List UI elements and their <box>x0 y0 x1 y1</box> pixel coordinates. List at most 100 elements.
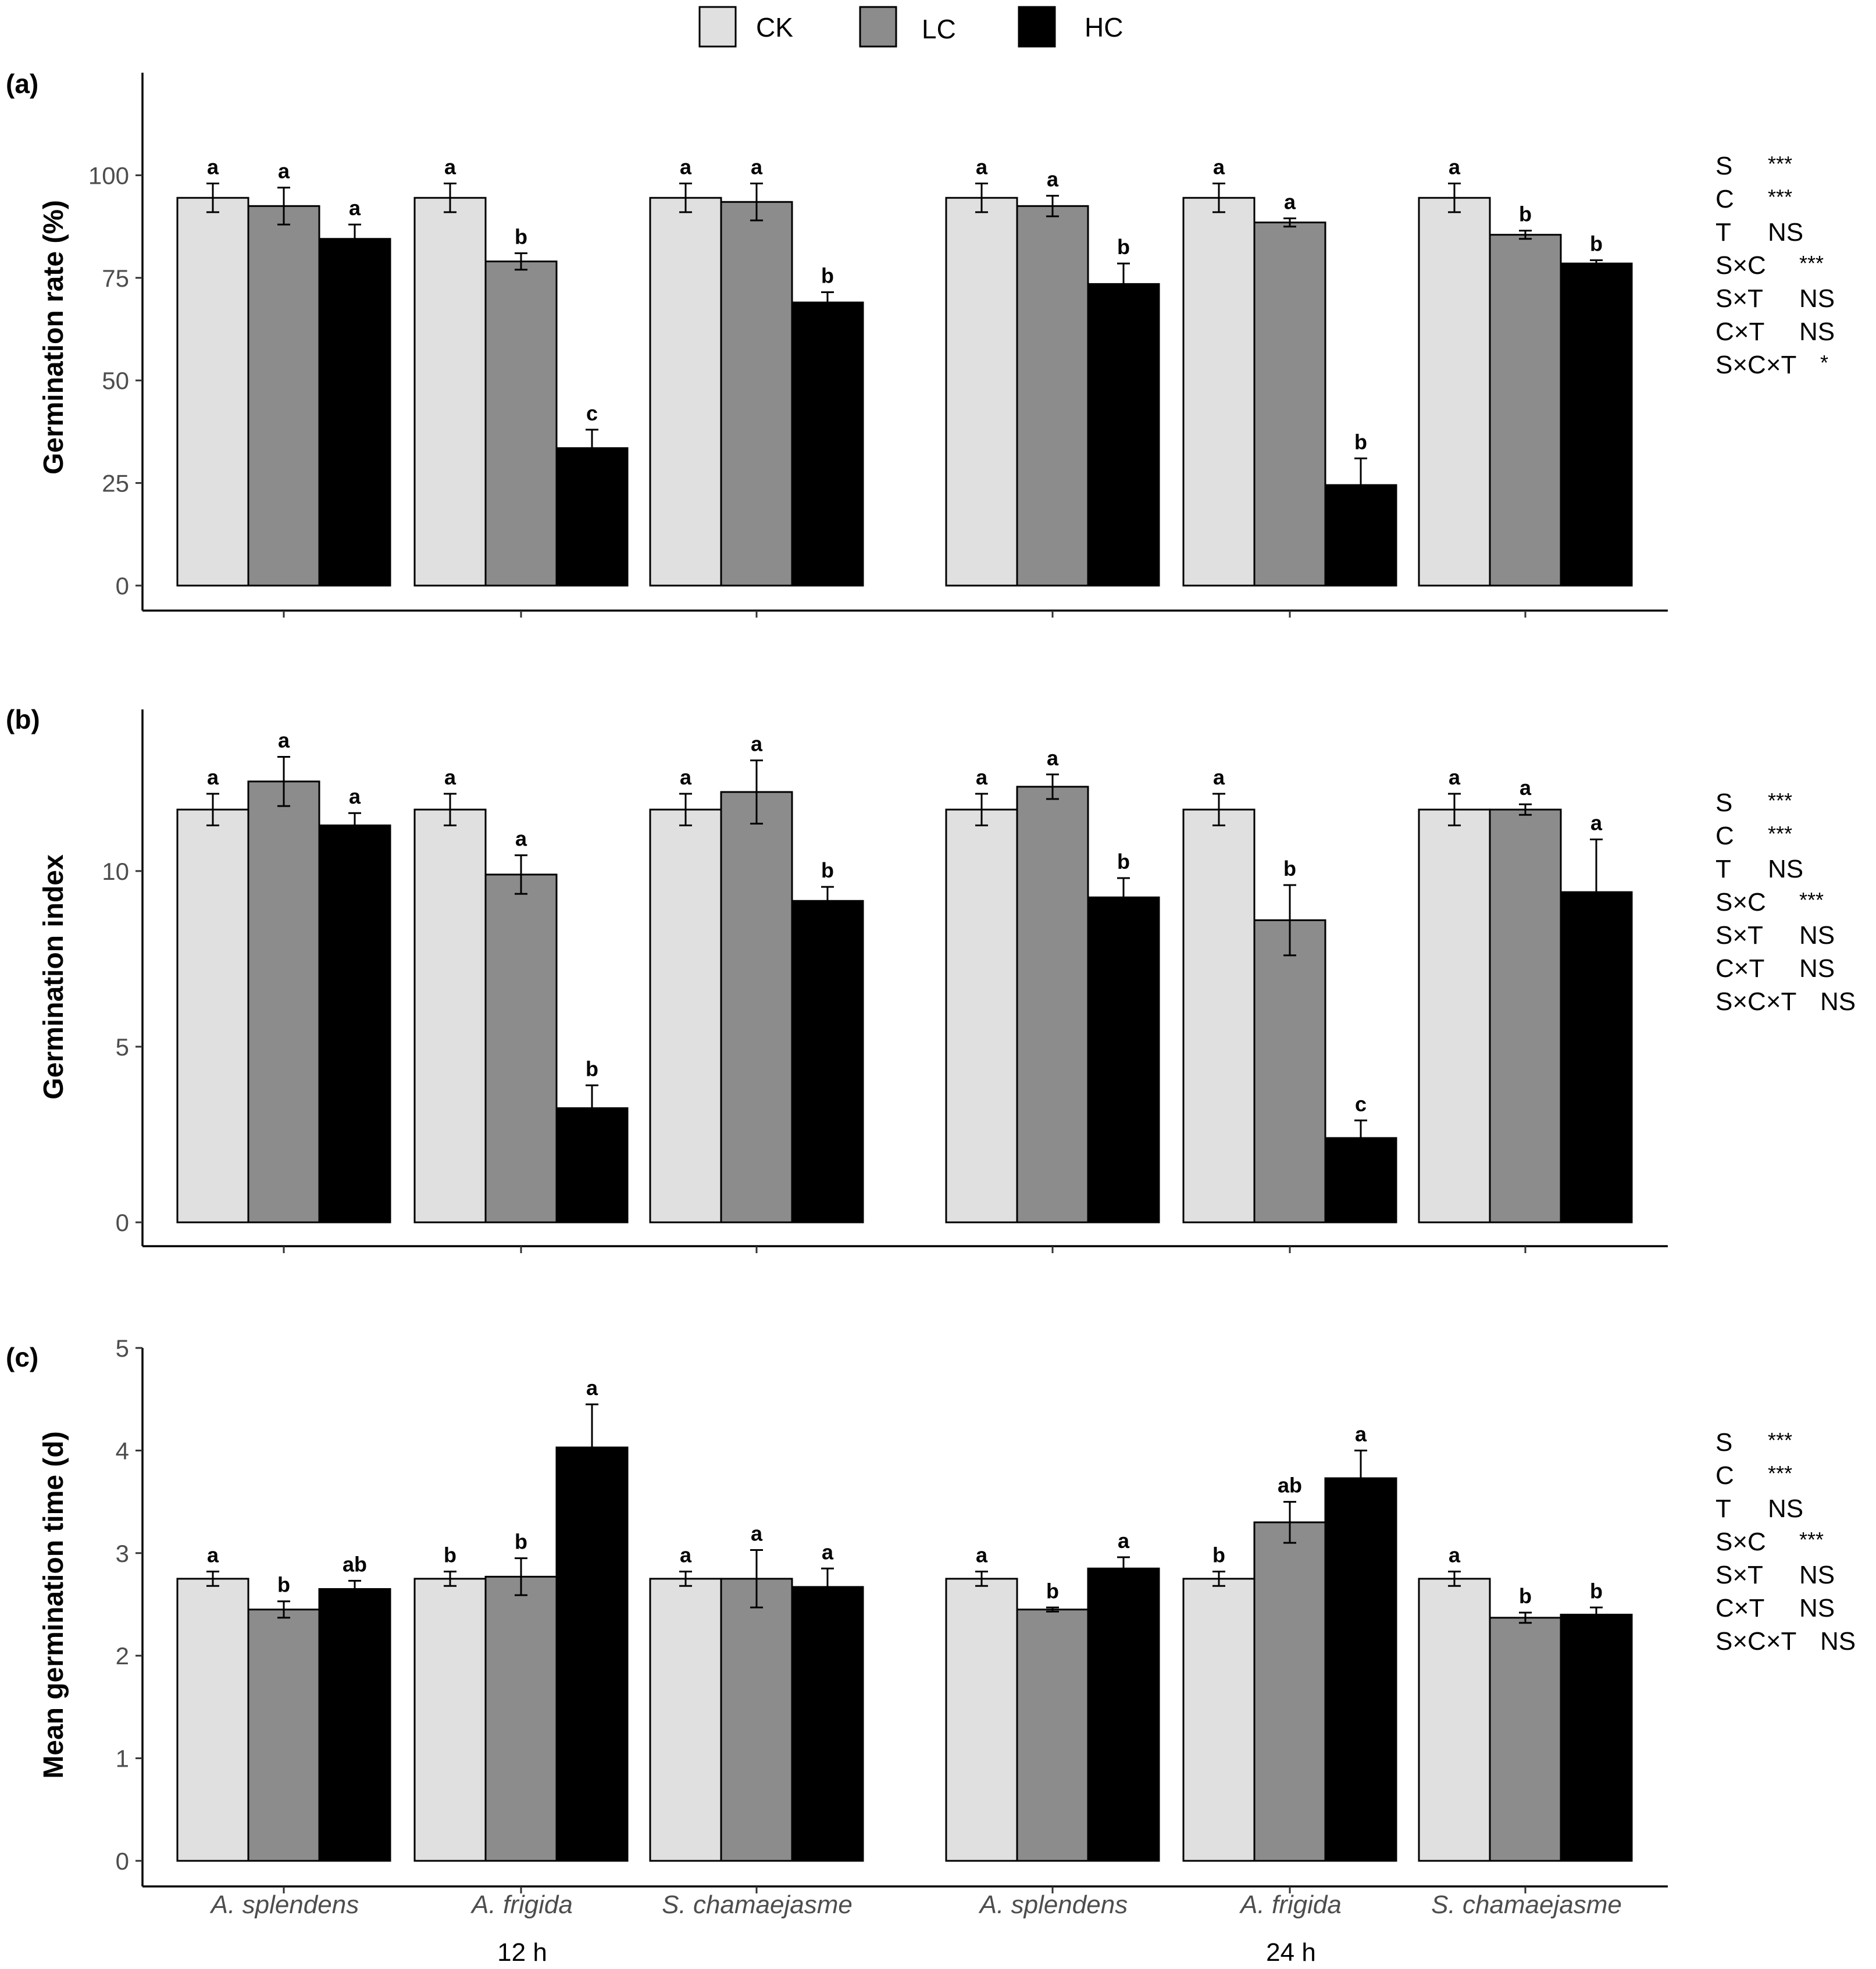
significance-letter: b <box>515 224 527 248</box>
bar-hc-12h-0 <box>318 824 391 1224</box>
bar-hc-12h-0 <box>318 238 391 587</box>
significance-letter: b <box>821 263 834 287</box>
anova-significance: *** <box>1768 822 1792 846</box>
anova-term: S <box>1715 1428 1732 1457</box>
significance-letter: a <box>1590 811 1603 835</box>
bar-lc-12h-1 <box>484 1575 558 1862</box>
significance-letter: ab <box>1278 1474 1302 1497</box>
significance-letter: a <box>1449 765 1461 789</box>
species-label-24h-2: S. chamaejasme <box>1431 1890 1622 1919</box>
anova-term: S×C×T <box>1715 351 1796 379</box>
significance-letter: a <box>751 1522 763 1546</box>
facet-label-24h: 24 h <box>1266 1938 1316 1967</box>
species-label-12h-2: S. chamaejasme <box>662 1890 853 1919</box>
anova-term: S×C×T <box>1715 987 1796 1016</box>
significance-letter: b <box>1354 430 1367 454</box>
anova-significance: NS <box>1799 1594 1835 1622</box>
bar-ck-12h-2 <box>649 1578 722 1862</box>
bar-ck-24h-0 <box>945 197 1018 587</box>
bar-ck-12h-0 <box>176 808 249 1224</box>
species-label-24h-1: A. frigida <box>1239 1890 1342 1919</box>
bar-ck-24h-2 <box>1418 197 1491 587</box>
legend-label-lc: LC <box>922 14 956 44</box>
bar-lc-24h-0 <box>1016 205 1089 587</box>
legend-label-hc: HC <box>1085 12 1123 42</box>
y-tick-label: 100 <box>88 162 129 189</box>
significance-letter: a <box>1355 1422 1367 1446</box>
bar-ck-12h-0 <box>176 1578 249 1862</box>
significance-letter: a <box>278 729 290 752</box>
species-label-24h-0: A. splendens <box>978 1890 1128 1919</box>
significance-letter: b <box>515 1530 527 1554</box>
significance-letter: a <box>680 1543 692 1567</box>
significance-letter: a <box>586 1376 598 1400</box>
bar-hc-12h-1 <box>555 1446 629 1862</box>
bar-ck-12h-2 <box>649 808 722 1224</box>
bar-ck-24h-2 <box>1418 1578 1491 1862</box>
significance-letter: b <box>821 858 834 882</box>
anova-significance: NS <box>1820 1627 1856 1656</box>
significance-letter: b <box>1117 850 1130 873</box>
panel-tag: (b) <box>6 704 40 734</box>
anova-term: S×C <box>1715 251 1766 280</box>
significance-letter: b <box>1590 231 1603 255</box>
anova-term: C×T <box>1715 954 1764 983</box>
anova-term: C×T <box>1715 1594 1764 1622</box>
bar-hc-12h-2 <box>791 1586 864 1862</box>
anova-significance: NS <box>1768 1494 1803 1523</box>
anova-significance: *** <box>1768 789 1792 812</box>
bar-lc-24h-2 <box>1489 234 1562 587</box>
significance-letter: a <box>444 765 456 789</box>
significance-letter: a <box>207 765 219 789</box>
significance-letter: a <box>976 1543 988 1567</box>
bar-hc-12h-2 <box>791 301 864 587</box>
y-tick-label: 5 <box>116 1033 129 1061</box>
significance-letter: b <box>444 1543 456 1567</box>
significance-letter: a <box>1449 155 1461 179</box>
y-tick-label: 0 <box>116 1209 129 1236</box>
bar-hc-24h-0 <box>1087 1567 1160 1862</box>
anova-significance: *** <box>1799 1528 1824 1551</box>
anova-significance: *** <box>1768 1428 1792 1452</box>
bar-hc-24h-0 <box>1087 896 1160 1224</box>
y-tick-label: 1 <box>116 1745 129 1772</box>
bar-hc-24h-1 <box>1324 1477 1397 1862</box>
significance-letter: a <box>1213 765 1225 789</box>
bar-lc-12h-2 <box>720 1578 793 1862</box>
species-label-12h-1: A. frigida <box>470 1890 573 1919</box>
significance-letter: b <box>1117 235 1130 259</box>
y-tick-label: 10 <box>102 858 129 885</box>
significance-letter: a <box>976 765 988 789</box>
anova-term: C <box>1715 1461 1734 1490</box>
significance-letter: a <box>680 765 692 789</box>
y-tick-label: 0 <box>116 572 129 600</box>
anova-term: T <box>1715 1494 1731 1523</box>
anova-significance: *** <box>1768 185 1792 209</box>
y-axis-label: Germination index <box>38 854 69 1100</box>
panel-tag: (a) <box>6 69 38 99</box>
anova-term: T <box>1715 855 1731 883</box>
anova-term: C <box>1715 822 1734 850</box>
significance-letter: b <box>277 1573 290 1597</box>
bar-ck-24h-0 <box>945 808 1018 1224</box>
y-axis-label: Germination rate (%) <box>38 200 69 475</box>
anova-significance: *** <box>1768 152 1792 176</box>
legend: CK LC HC <box>698 6 1123 48</box>
y-tick-label: 5 <box>116 1335 129 1362</box>
significance-letter: a <box>1520 776 1532 800</box>
bar-lc-12h-1 <box>484 261 558 587</box>
significance-letter: b <box>1590 1579 1603 1603</box>
significance-letter: a <box>515 827 527 851</box>
bar-hc-12h-1 <box>555 447 629 587</box>
bar-lc-24h-2 <box>1489 1617 1562 1862</box>
legend-label-ck: CK <box>756 12 793 42</box>
bar-ck-12h-1 <box>413 808 487 1224</box>
anova-significance: NS <box>1768 218 1803 247</box>
legend-swatch-hc <box>1018 6 1056 48</box>
legend-swatch-lc <box>859 6 897 48</box>
bar-ck-12h-0 <box>176 197 249 587</box>
bar-ck-12h-2 <box>649 197 722 587</box>
